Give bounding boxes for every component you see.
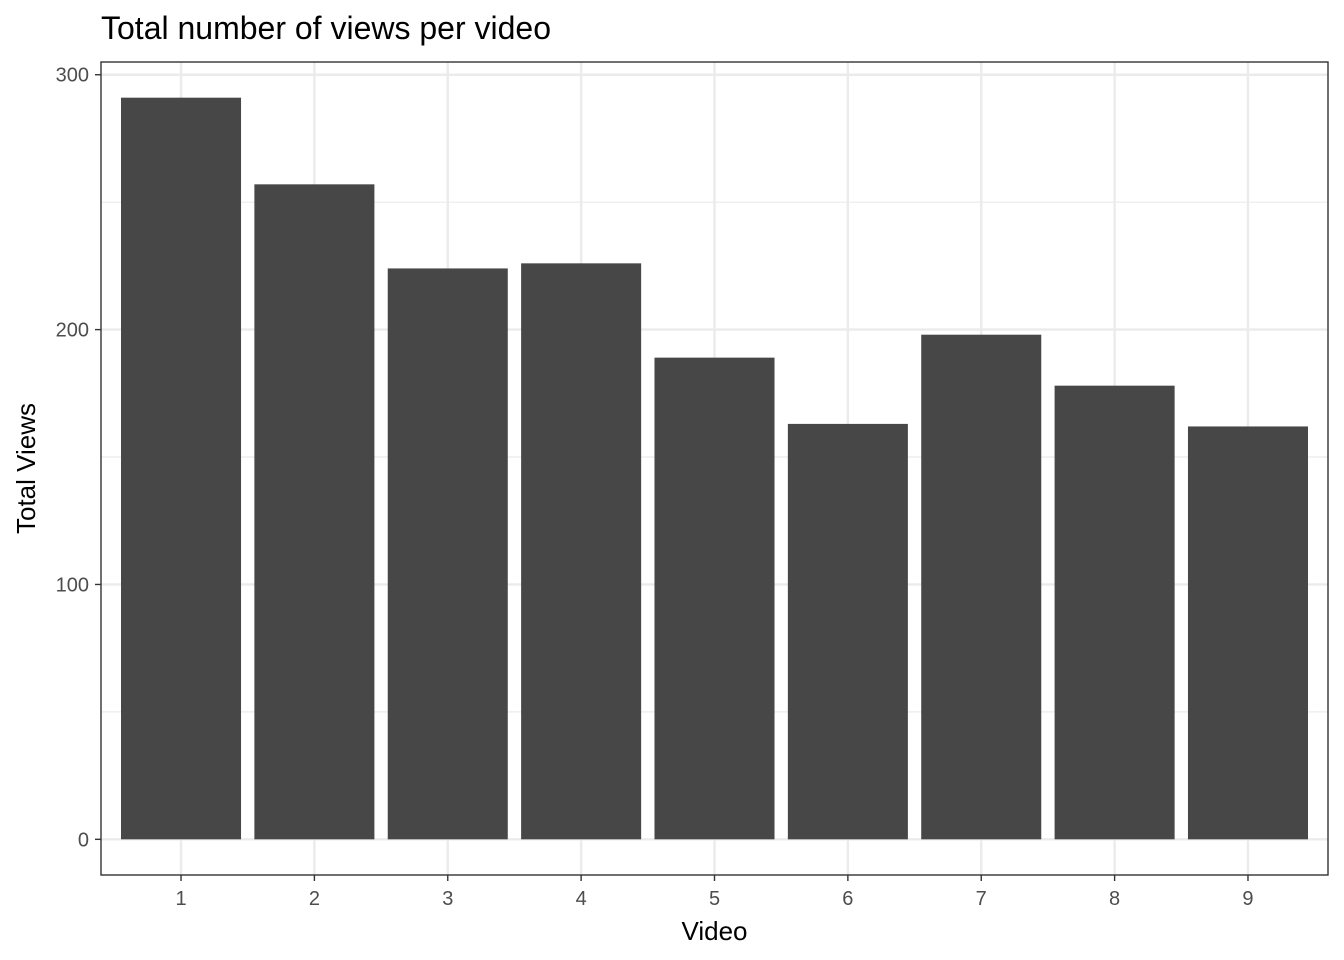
bar-video-7 [921, 334, 1042, 840]
bar-video-8 [1054, 385, 1175, 840]
x-tick-label: 4 [576, 888, 587, 910]
y-tick-label: 300 [56, 65, 89, 87]
chart-title: Total number of views per video [101, 10, 551, 46]
y-axis: 0 100 200 300 [56, 65, 101, 851]
bar-video-5 [654, 357, 775, 840]
bar-video-9 [1187, 426, 1308, 840]
x-tick-label: 3 [442, 888, 453, 910]
bar-video-4 [521, 263, 642, 840]
bar-video-6 [787, 423, 908, 840]
bars [121, 97, 1308, 840]
x-tick-label: 6 [842, 888, 853, 910]
x-tick-label: 2 [309, 888, 320, 910]
y-tick-label: 0 [78, 829, 89, 851]
bar-video-1 [121, 97, 242, 840]
x-tick-label: 8 [1109, 888, 1120, 910]
x-axis-title: Video [681, 916, 747, 946]
x-tick-label: 1 [175, 888, 186, 910]
x-tick-label: 5 [709, 888, 720, 910]
y-axis-title: Total Views [11, 403, 41, 534]
bar-video-2 [254, 184, 375, 840]
x-tick-label: 9 [1242, 888, 1253, 910]
y-tick-label: 200 [56, 320, 89, 342]
y-tick-label: 100 [56, 574, 89, 596]
x-tick-label: 7 [976, 888, 987, 910]
x-axis: 1 2 3 4 5 6 7 8 9 [175, 875, 1254, 910]
bar-video-3 [387, 268, 508, 840]
